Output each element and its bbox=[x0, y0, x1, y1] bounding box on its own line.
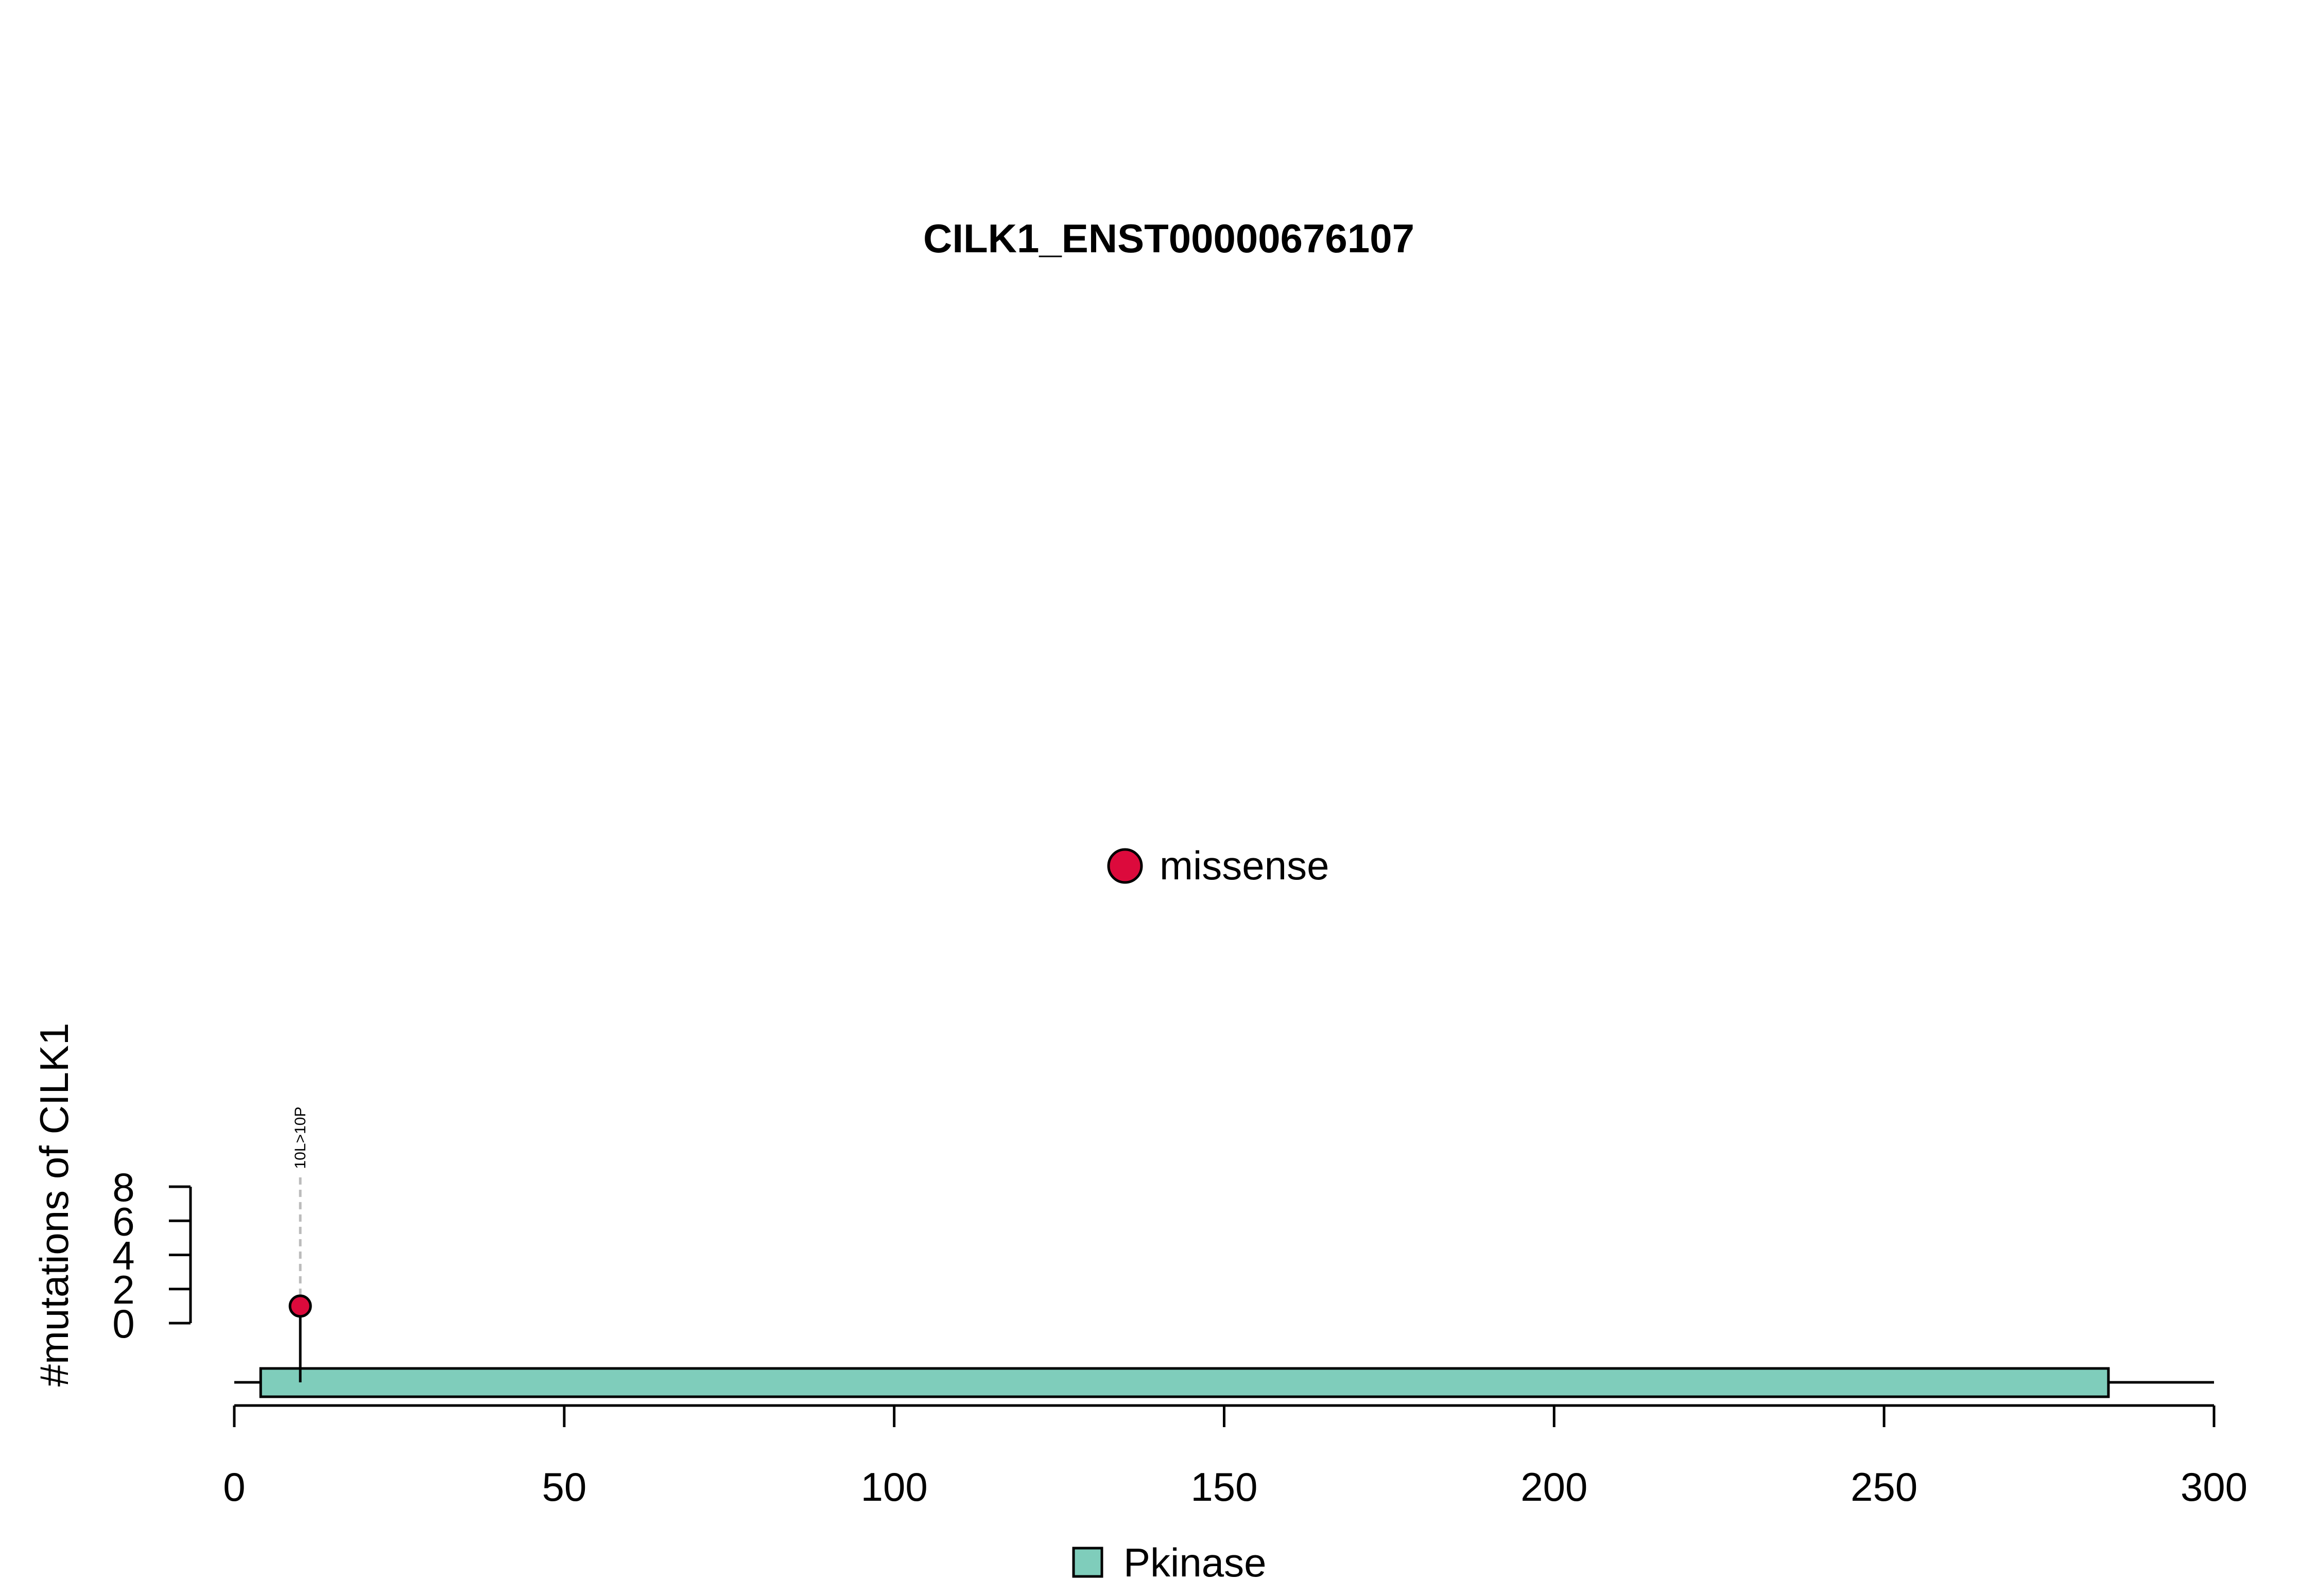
missense-legend-label: missense bbox=[1160, 843, 1329, 888]
x-tick-label: 50 bbox=[542, 1464, 586, 1510]
mutation-track: 10L>10P bbox=[288, 1107, 312, 1382]
missense-legend-marker bbox=[1107, 848, 1143, 884]
x-tick-label: 200 bbox=[1520, 1464, 1587, 1510]
domain-track bbox=[259, 1367, 2110, 1398]
x-tick-label: 300 bbox=[2181, 1464, 2247, 1510]
mutation-legend: missense bbox=[1107, 843, 1329, 888]
y-tick-label: 2 bbox=[112, 1267, 134, 1312]
y-tick-label: 6 bbox=[112, 1199, 134, 1244]
y-tick-label: 0 bbox=[112, 1301, 134, 1346]
mutation-point bbox=[288, 1294, 312, 1318]
pkinase-legend-swatch bbox=[1072, 1547, 1103, 1578]
domain-pkinase bbox=[259, 1367, 2110, 1398]
y-tick-label: 8 bbox=[112, 1165, 134, 1210]
mutation-label: 10L>10P bbox=[292, 1107, 309, 1169]
x-tick-label: 250 bbox=[1851, 1464, 1917, 1510]
x-tick-label: 0 bbox=[223, 1464, 245, 1510]
y-tick-label: 4 bbox=[112, 1233, 134, 1278]
x-tick-label: 150 bbox=[1190, 1464, 1257, 1510]
x-tick-label: 100 bbox=[861, 1464, 928, 1510]
y-axis-label: #mutations of CILK1 bbox=[31, 1023, 77, 1387]
domain-legend: Pkinase bbox=[1072, 1540, 1267, 1585]
x-axis: 0 50 100 150 200 250 300 bbox=[223, 1404, 2247, 1510]
pkinase-legend-label: Pkinase bbox=[1123, 1540, 1267, 1585]
chart-title: CILK1_ENST00000676107 bbox=[923, 216, 1414, 261]
